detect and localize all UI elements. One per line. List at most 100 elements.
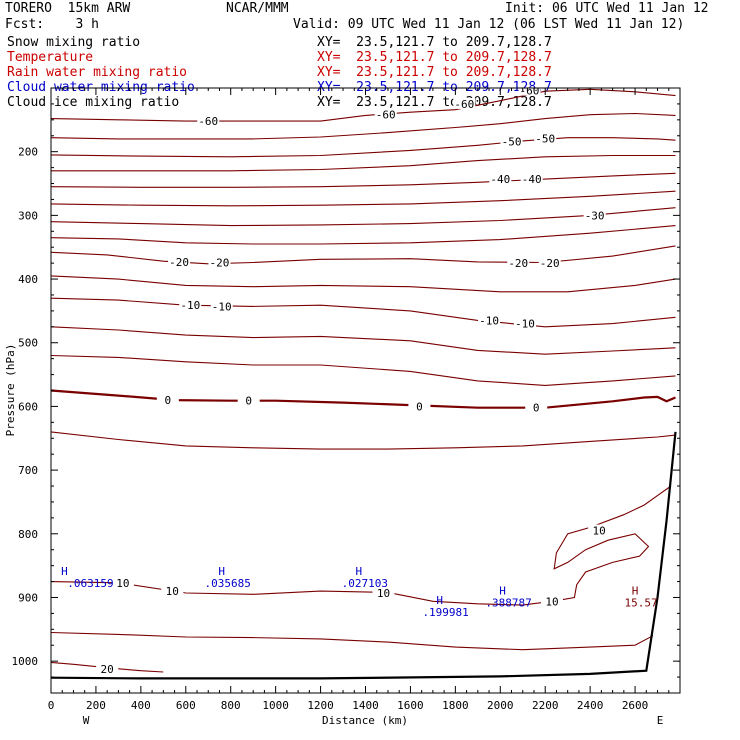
isotherm-label: -30 — [585, 209, 605, 222]
isotherm-label-bg — [372, 587, 395, 599]
maximum-value: 15.57 — [625, 596, 658, 609]
maximum-mark: H — [632, 584, 639, 597]
isotherm-label-bg — [374, 108, 397, 120]
isotherm-label: 0 — [533, 402, 540, 415]
isotherm-line — [51, 207, 676, 227]
maximum-mark: H — [218, 565, 225, 578]
isotherm-label-bg — [210, 300, 233, 312]
isotherm-label-bg — [161, 585, 184, 597]
terrain-line — [51, 431, 677, 680]
field-label-rain: Rain water mixing ratio — [7, 65, 188, 80]
isotherm-label: 10 — [593, 525, 606, 538]
isotherm-label-bg — [588, 524, 611, 536]
isotherm-label: 10 — [166, 585, 179, 598]
isotherm-line — [51, 297, 676, 328]
y-tick-label: 800 — [18, 528, 38, 541]
isotherm-label: -10 — [515, 318, 535, 331]
isotherm-line — [51, 485, 672, 606]
isotherm-line — [51, 225, 676, 245]
isotherm-line — [51, 88, 676, 122]
isotherm-label-bg — [540, 595, 563, 607]
maximum-mark: H — [355, 565, 362, 578]
y-tick-label: 200 — [18, 146, 38, 159]
isotherm-line — [51, 275, 676, 293]
isotherm-line — [51, 326, 676, 355]
y-tick-label: 500 — [18, 337, 38, 350]
x-tick-label: 2200 — [532, 699, 559, 712]
isotherm-label-bg — [478, 314, 501, 326]
maximum-value: .027103 — [342, 577, 388, 590]
isotherm-label: -50 — [502, 135, 522, 148]
plot-frame — [50, 87, 681, 694]
isotherm-label-bg — [111, 576, 134, 588]
y-axis-title: Pressure (hPa) — [4, 344, 17, 437]
x-tick-label: 200 — [86, 699, 106, 712]
x-tick-label: 1600 — [397, 699, 424, 712]
isotherm-line — [51, 354, 676, 386]
isotherm-label-bg — [538, 257, 561, 269]
isotherm-label-bg — [513, 317, 536, 329]
isotherm-label: 0 — [165, 394, 172, 407]
valid-label: Valid: 09 UTC Wed 11 Jan 12 (06 LST Wed … — [293, 17, 685, 32]
isotherm-label-bg — [179, 299, 202, 311]
isotherm-line — [51, 190, 676, 207]
isotherm-label-bg — [489, 173, 512, 185]
maximum-mark: H — [499, 584, 506, 597]
center-label: NCAR/MMM — [226, 1, 289, 16]
maximum-mark: H — [436, 594, 443, 607]
x-tick-label: 2400 — [577, 699, 604, 712]
maximum-marker: H.199981 — [422, 594, 468, 619]
x-tick-label: 1800 — [442, 699, 469, 712]
maximum-value: .388787 — [485, 596, 531, 609]
isotherm-label: 10 — [545, 595, 558, 608]
isotherm-label: -10 — [180, 299, 200, 312]
isotherm-label-bg — [168, 255, 191, 267]
isotherm-label: -40 — [522, 173, 542, 186]
isotherm-label: -10 — [479, 314, 499, 327]
isotherm-label-bg — [156, 394, 179, 406]
isotherm-label-bg — [520, 173, 543, 185]
isotherm-label: -60 — [376, 109, 396, 122]
model-label: TORERO 15km ARW — [5, 1, 131, 16]
isotherm-line — [51, 172, 676, 188]
x-axis-title: Distance (km) — [322, 714, 408, 727]
isotherm-label: 20 — [101, 663, 114, 676]
isotherm-label-bg — [96, 662, 119, 674]
isotherm-line — [51, 431, 676, 450]
isotherm-label: -60 — [198, 115, 218, 128]
isotherm-line — [51, 245, 676, 265]
isotherm-label: -50 — [535, 132, 555, 145]
maximum-marker: H15.57 — [625, 584, 658, 609]
isotherm-line — [51, 661, 164, 673]
forecast-label: Fcst: 3 h — [5, 17, 99, 32]
isotherm-label-bg — [507, 257, 530, 269]
isotherm-label: -20 — [169, 256, 189, 269]
x-end-label-west: W — [83, 714, 90, 727]
isotherm-label: -20 — [540, 257, 560, 270]
isotherm-label-bg — [518, 88, 541, 96]
maximum-marker: H.035685 — [205, 565, 251, 590]
x-tick-label: 2600 — [622, 699, 649, 712]
y-tick-label: 600 — [18, 400, 38, 413]
x-tick-label: 0 — [48, 699, 55, 712]
isotherm-label-bg — [208, 256, 231, 268]
field-xy-snow: XY= 23.5,121.7 to 209.7,128.7 — [317, 35, 552, 50]
x-tick-label: 1000 — [262, 699, 289, 712]
field-xy-temperature: XY= 23.5,121.7 to 209.7,128.7 — [317, 50, 552, 65]
isotherm-label-bg — [500, 135, 523, 147]
isotherm-label: 10 — [377, 587, 390, 600]
isotherm-label: -40 — [490, 173, 510, 186]
isotherm-line — [51, 154, 676, 172]
isotherm-label-bg — [237, 394, 260, 406]
isotherm-label-bg — [525, 401, 548, 413]
isotherm-label-bg — [583, 209, 606, 221]
y-tick-label: 300 — [18, 209, 38, 222]
isotherm-line — [51, 137, 676, 158]
isotherm-label: 10 — [116, 577, 129, 590]
isotherm-label: -60 — [520, 85, 540, 98]
init-label: Init: 06 UTC Wed 11 Jan 12 — [505, 1, 709, 16]
isotherm-line — [51, 389, 676, 409]
isotherm-label: 0 — [416, 400, 423, 413]
x-end-label-east: E — [657, 714, 664, 727]
